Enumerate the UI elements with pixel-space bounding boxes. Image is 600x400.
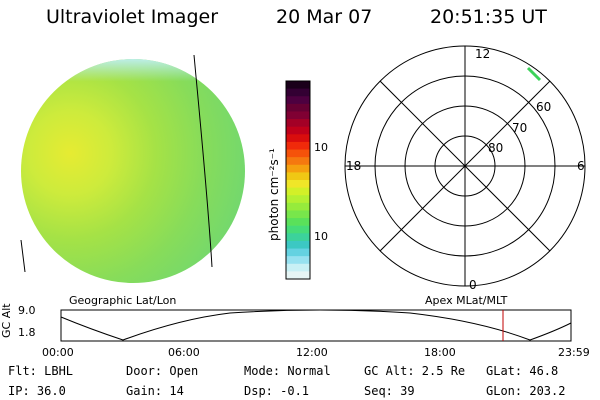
earth-disk-edge [21,59,245,283]
status-glat: GLat: 46.8 [486,364,559,378]
lat-label-70: 70 [512,121,527,135]
xtick-0000: 00:00 [42,346,74,359]
status-gain: Gain: 14 [126,384,184,398]
time-label: 20:51:35 UT [430,6,547,28]
colorbar-band [286,195,310,204]
colorbar: 100 10 photon cm⁻²s⁻¹ [267,80,328,280]
xtick-2359: 23:59 [558,346,590,359]
colorbar-band [286,180,310,189]
colorbar-band [286,141,310,151]
lat-label-60: 60 [536,100,551,114]
xtick-1200: 12:00 [296,346,328,359]
tick-mark [20,239,26,273]
geographic-title: Geographic Lat/Lon [69,294,177,307]
colorbar-band [286,187,310,196]
status-gc-alt: GC Alt: 2.5 Re [364,364,466,378]
colorbar-band [286,172,310,181]
colorbar-unit-label: photon cm⁻²s⁻¹ [267,148,281,241]
colorbar-band [286,240,310,250]
aurora-patch [526,66,542,82]
colorbar-band [286,134,310,143]
ytick-high: 9.0 [18,304,36,317]
instrument-title: Ultraviolet Imager [46,6,219,28]
colorbar-bands [286,81,310,280]
colorbar-band [286,210,310,219]
colorbar-band [286,271,310,280]
colorbar-band [286,111,310,120]
colorbar-band [286,96,310,105]
colorbar-band [286,119,310,128]
mlt-label-0: 0 [469,278,477,292]
status-mode: Mode: Normal [244,364,331,378]
colorbar-band [286,81,310,90]
colorbar-band [286,103,310,113]
colorbar-band [286,225,310,234]
orbit-altitude-plot [60,309,572,342]
mlt-label-12: 12 [475,47,490,61]
xtick-0600: 06:00 [168,346,200,359]
colorbar-band [286,263,310,272]
colorbar-band [286,233,310,242]
colorbar-band [286,88,310,97]
colorbar-band [286,164,310,173]
status-dsp: Dsp: -0.1 [244,384,310,398]
status-filter: Flt: LBHL [8,364,74,378]
mlt-label-18: 18 [346,159,361,173]
mlt-label-6: 6 [577,159,585,173]
altitude-curve [60,309,572,341]
colorbar-band [286,202,310,212]
colorbar-band [286,149,310,158]
colorbar-band [286,126,310,135]
apex-title: Apex MLat/MLT [425,294,508,307]
earth-disk-image [20,54,245,283]
colorbar-tick-10: 10 [314,230,328,243]
status-glon: GLon: 203.2 [486,384,566,398]
polar-mlt-grid: 12 18 6 0 60 70 80 [344,45,586,292]
colorbar-band [286,157,310,166]
status-door: Door: Open [126,364,199,378]
colorbar-frame [285,80,311,280]
colorbar-tick-100: 100 [314,141,328,154]
lat-label-80: 80 [488,141,503,155]
colorbar-band [286,248,310,257]
colorbar-band [286,218,310,227]
terminator-line [193,54,213,268]
status-ip: IP: 36.0 [8,384,66,398]
yaxis-label: GC Alt [0,303,13,338]
date-label: 20 Mar 07 [276,6,373,28]
plot-frame [60,309,572,342]
polar-diagonal-2 [379,80,551,252]
status-seq: Seq: 39 [364,384,415,398]
xtick-1800: 18:00 [424,346,456,359]
colorbar-band [286,256,310,265]
ytick-low: 1.8 [18,326,36,339]
